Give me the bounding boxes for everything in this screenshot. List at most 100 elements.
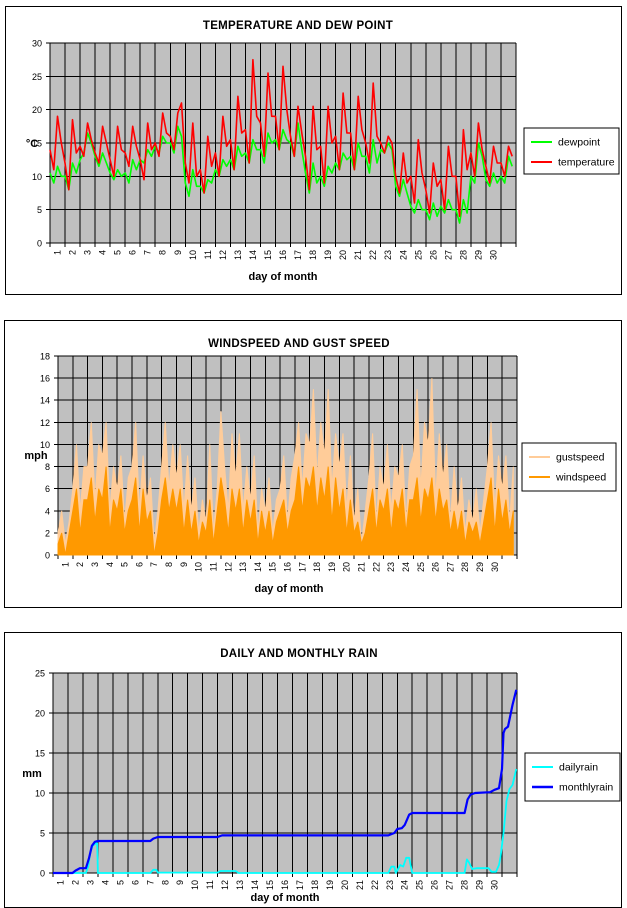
y-tick-label: 30 <box>32 39 42 49</box>
x-tick-label: 26 <box>430 880 440 890</box>
x-tick-label: 24 <box>401 562 411 572</box>
y-tick-labels: 0 5 10 15 20 25 30 <box>32 39 42 249</box>
x-tick-label: 14 <box>250 880 260 890</box>
x-tick-label: 29 <box>475 880 485 890</box>
y-tick-label: 10 <box>32 172 42 182</box>
x-tick-label: 6 <box>128 250 138 255</box>
x-tick-label: 11 <box>203 250 213 259</box>
plot-background <box>53 673 517 873</box>
y-tick-label: 15 <box>35 749 45 759</box>
x-tick-label: 5 <box>120 562 130 567</box>
x-tick-label: 21 <box>357 562 367 572</box>
y-axis-unit: mph <box>24 450 48 462</box>
y-tick-labels: 0 2 4 6 8 10 12 14 16 18 <box>40 352 50 561</box>
x-tick-label: 27 <box>445 880 455 890</box>
x-tick-label: 30 <box>490 562 500 572</box>
y-tick-label: 16 <box>40 374 50 384</box>
x-tick-label: 13 <box>238 562 248 572</box>
y-tick-label: 12 <box>40 418 50 428</box>
y-tick-label: 0 <box>45 551 50 561</box>
x-axis-title: day of month <box>248 271 317 283</box>
legend-box <box>521 442 617 492</box>
x-tick-label: 11 <box>208 562 218 571</box>
x-tick-labels: 1 2 3 4 5 6 7 8 9 10 11 12 13 14 15 16 17 18 19 20 21 22 23 24 2… <box>60 562 499 572</box>
chart-title: WINDSPEED AND GUST SPEED <box>208 338 390 350</box>
x-tick-label: 2 <box>75 562 85 567</box>
y-tick-label: 15 <box>32 139 42 149</box>
y-tick-label: 10 <box>35 789 45 799</box>
y-tick-label: 18 <box>40 352 50 362</box>
x-tick-label: 9 <box>175 880 185 885</box>
x-tick-label: 17 <box>295 880 305 890</box>
x-tick-label: 1 <box>53 250 63 255</box>
y-axis-unit: mm <box>22 768 42 780</box>
x-tick-label: 24 <box>398 250 408 260</box>
x-tick-label: 25 <box>416 562 426 572</box>
x-tick-labels: 1 2 3 4 5 6 7 8 9 10 11 12 13 14 15 16 17 18 19 20 21 22 23 24 2… <box>53 250 499 260</box>
x-tick-label: 18 <box>308 250 318 260</box>
x-tick-label: 4 <box>100 880 110 885</box>
legend-box <box>523 127 620 175</box>
x-tick-label: 13 <box>233 250 243 260</box>
x-tick-label: 4 <box>105 562 115 567</box>
legend: dailyrain monthlyrain <box>524 752 621 802</box>
series-dewpoint <box>49 122 513 224</box>
x-tick-label: 19 <box>327 562 337 572</box>
x-tick-label: 7 <box>149 562 159 567</box>
legend-label-dailyrain: dailyrain <box>559 762 598 774</box>
x-tick-label: 20 <box>342 562 352 572</box>
x-tick-label: 8 <box>160 880 170 885</box>
x-tick-label: 10 <box>190 880 200 890</box>
legend-box <box>524 752 621 802</box>
x-tick-label: 3 <box>90 562 100 567</box>
x-tick-label: 8 <box>164 562 174 567</box>
y-tick-label: 20 <box>35 709 45 719</box>
rain-chart: 0 5 10 15 20 25 1 2 3 4 5 6 7 8 9 10 11 12 13 14 15 16 17 18 19 2… <box>4 632 622 908</box>
legend-label-temperature: temperature <box>558 157 615 169</box>
x-tick-label: 3 <box>85 880 95 885</box>
x-tick-label: 8 <box>158 250 168 255</box>
x-tick-label: 5 <box>115 880 125 885</box>
y-tick-label: 0 <box>40 869 45 879</box>
y-tick-label: 0 <box>37 239 42 249</box>
series-dailyrain <box>53 768 518 874</box>
x-tick-label: 26 <box>428 250 438 260</box>
temperature-dewpoint-chart: 0 5 10 15 20 25 30 1 2 3 4 5 6 7 8 9 10 11 12 13 14 15 16 17 18 1… <box>5 6 622 295</box>
x-tick-label: 20 <box>340 880 350 890</box>
x-tick-label: 6 <box>130 880 140 885</box>
y-tick-label: 5 <box>37 205 42 215</box>
x-tick-label: 21 <box>353 250 363 260</box>
x-tick-label: 2 <box>68 250 78 255</box>
y-tick-label: 2 <box>45 528 50 538</box>
x-tick-label: 27 <box>443 250 453 260</box>
x-tick-label: 16 <box>280 880 290 890</box>
x-tick-label: 15 <box>265 880 275 890</box>
x-tick-label: 23 <box>386 562 396 572</box>
x-tick-label: 26 <box>431 562 441 572</box>
x-tick-label: 4 <box>98 250 108 255</box>
x-tick-label: 7 <box>143 250 153 255</box>
x-tick-label: 14 <box>248 250 258 260</box>
x-tick-label: 30 <box>488 250 498 260</box>
x-tick-label: 24 <box>400 880 410 890</box>
x-tick-label: 7 <box>145 880 155 885</box>
x-tick-label: 29 <box>475 562 485 572</box>
x-tick-label: 2 <box>70 880 80 885</box>
x-tick-label: 29 <box>473 250 483 260</box>
x-tick-label: 1 <box>55 880 65 885</box>
x-tick-label: 3 <box>83 250 93 255</box>
x-tick-label: 23 <box>385 880 395 890</box>
y-tick-label: 25 <box>32 72 42 82</box>
y-tick-label: 4 <box>45 506 50 516</box>
x-tick-label: 10 <box>188 250 198 260</box>
x-tick-label: 13 <box>235 880 245 890</box>
x-tick-label: 21 <box>355 880 365 890</box>
x-tick-label: 27 <box>445 562 455 572</box>
x-tick-label: 9 <box>179 562 189 567</box>
legend: dewpoint temperature <box>523 127 620 175</box>
x-tick-label: 25 <box>415 880 425 890</box>
windspeed-gust-chart: 0 2 4 6 8 10 12 14 16 18 1 2 3 4 5 6 7 8 9 10 11 12 13 14 15 16 17… <box>4 320 622 608</box>
x-tick-label: 20 <box>338 250 348 260</box>
